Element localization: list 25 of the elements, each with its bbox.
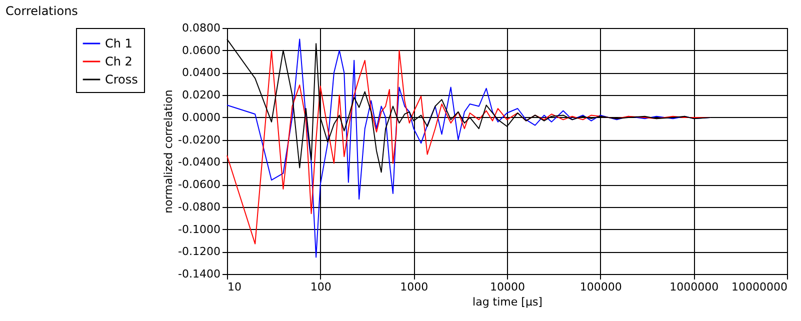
y-tick-label: -0.1400 bbox=[178, 268, 220, 280]
y-axis-title: normalized correlation bbox=[162, 90, 176, 214]
y-tick-label: 0.0400 bbox=[182, 66, 220, 80]
y-tick-label: -0.1200 bbox=[178, 245, 220, 258]
x-tick-label: 1000 bbox=[400, 280, 428, 294]
y-tick-label: -0.0400 bbox=[178, 156, 220, 169]
y-tick-label: 0.0200 bbox=[182, 88, 220, 102]
x-tick-label: 100 bbox=[310, 280, 332, 294]
legend-label: Ch 1 bbox=[105, 36, 132, 50]
y-tick-label: -0.0200 bbox=[178, 133, 220, 146]
text: Correlations bbox=[6, 4, 78, 18]
x-tick-label: 1000000 bbox=[670, 280, 719, 294]
y-tick-label: 0.0000 bbox=[182, 110, 220, 124]
legend-label: Ch 2 bbox=[105, 54, 132, 68]
legend-label: Cross bbox=[105, 72, 138, 86]
y-tick-label: -0.1000 bbox=[178, 222, 220, 236]
x-axis-title: lag time [µs] bbox=[472, 296, 542, 308]
y-tick-label: 0.0600 bbox=[182, 44, 220, 57]
x-tick-label: 10000 bbox=[490, 280, 525, 294]
y-tick-label: -0.0600 bbox=[178, 178, 220, 192]
y-tick-label: -0.0800 bbox=[178, 200, 220, 214]
x-tick-label: 10000000 bbox=[732, 280, 788, 294]
x-tick-label: 10 bbox=[228, 280, 242, 294]
y-tick-label: 0.0800 bbox=[182, 22, 220, 34]
x-tick-label: 100000 bbox=[580, 280, 622, 294]
